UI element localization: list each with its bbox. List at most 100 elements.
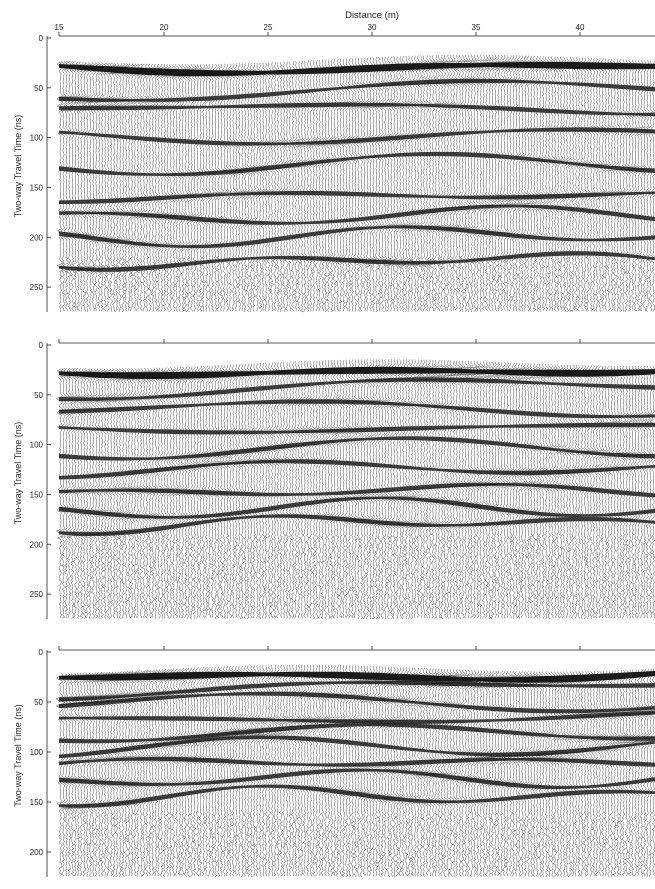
trace bbox=[627, 669, 639, 877]
trace bbox=[533, 363, 545, 619]
trace bbox=[73, 672, 85, 876]
trace bbox=[134, 670, 148, 877]
trace bbox=[485, 54, 498, 312]
trace bbox=[457, 54, 470, 313]
trace bbox=[478, 54, 490, 311]
trace bbox=[75, 672, 87, 876]
trace bbox=[239, 665, 251, 877]
trace bbox=[271, 362, 280, 619]
y-tick-label: 100 bbox=[30, 748, 44, 757]
reflector-band bbox=[59, 127, 655, 146]
trace bbox=[214, 63, 224, 312]
trace bbox=[484, 670, 499, 876]
trace bbox=[206, 666, 219, 877]
trace bbox=[530, 363, 542, 619]
trace bbox=[543, 671, 554, 877]
y-tick-label: 50 bbox=[34, 84, 43, 93]
trace bbox=[90, 672, 103, 877]
trace bbox=[463, 54, 476, 313]
trace bbox=[351, 58, 362, 312]
trace bbox=[267, 362, 277, 619]
reflector-band bbox=[59, 61, 655, 77]
trace bbox=[254, 363, 265, 620]
radargram-panel-2: 0 50 100 150 200 250 Two-way Travel Time (ns) bbox=[13, 339, 655, 620]
trace bbox=[575, 365, 584, 619]
trace bbox=[577, 365, 587, 619]
trace bbox=[507, 362, 520, 619]
trace bbox=[416, 55, 426, 312]
trace bbox=[359, 359, 369, 620]
trace bbox=[101, 671, 114, 877]
y-tick-label: 200 bbox=[30, 848, 44, 857]
trace bbox=[407, 55, 417, 312]
trace bbox=[528, 363, 540, 619]
trace bbox=[648, 60, 655, 312]
trace bbox=[569, 671, 578, 877]
trace bbox=[368, 57, 378, 313]
reflector-band bbox=[59, 399, 655, 419]
trace bbox=[431, 360, 444, 619]
trace bbox=[299, 664, 309, 877]
trace bbox=[460, 669, 477, 877]
y-tick-label: 50 bbox=[34, 698, 43, 707]
radargram-traces bbox=[56, 54, 655, 313]
trace bbox=[524, 671, 538, 877]
trace bbox=[100, 672, 111, 877]
trace bbox=[597, 58, 607, 311]
trace bbox=[607, 670, 618, 877]
trace bbox=[534, 56, 545, 313]
trace bbox=[622, 669, 633, 877]
trace bbox=[207, 63, 218, 312]
y-tick-label: 150 bbox=[30, 798, 44, 807]
trace bbox=[304, 360, 313, 618]
y-tick-label: 0 bbox=[39, 34, 44, 43]
trace bbox=[594, 58, 604, 313]
x-tick-label: 40 bbox=[576, 23, 585, 32]
trace bbox=[403, 55, 415, 312]
trace bbox=[188, 667, 201, 877]
trace bbox=[504, 55, 517, 312]
trace bbox=[499, 362, 512, 619]
trace bbox=[78, 672, 90, 878]
trace bbox=[356, 359, 366, 620]
trace bbox=[562, 57, 572, 312]
trace bbox=[165, 668, 178, 877]
trace bbox=[373, 57, 384, 312]
trace bbox=[550, 56, 560, 312]
y-tick-label: 0 bbox=[39, 341, 44, 350]
reflector-band bbox=[59, 710, 655, 725]
trace bbox=[333, 59, 343, 312]
trace bbox=[81, 672, 93, 877]
trace bbox=[512, 55, 526, 312]
trace bbox=[613, 670, 623, 877]
trace bbox=[191, 64, 204, 312]
trace bbox=[503, 671, 517, 877]
trace bbox=[494, 362, 508, 619]
trace bbox=[642, 60, 654, 312]
y-tick-label: 50 bbox=[34, 391, 43, 400]
trace bbox=[540, 364, 552, 619]
trace bbox=[298, 361, 307, 619]
trace bbox=[439, 55, 451, 312]
trace bbox=[521, 363, 533, 619]
trace bbox=[249, 363, 259, 619]
trace bbox=[55, 673, 66, 877]
trace bbox=[119, 368, 132, 619]
trace bbox=[574, 57, 584, 312]
trace bbox=[465, 54, 479, 313]
trace bbox=[128, 670, 141, 876]
trace bbox=[516, 671, 529, 877]
trace bbox=[586, 671, 596, 877]
trace bbox=[147, 367, 161, 618]
trace bbox=[277, 361, 286, 619]
x-tick-label: 20 bbox=[160, 23, 169, 32]
trace bbox=[149, 367, 164, 620]
trace bbox=[550, 671, 560, 877]
trace bbox=[267, 664, 277, 877]
trace bbox=[175, 64, 188, 312]
trace bbox=[531, 671, 543, 877]
trace bbox=[562, 671, 572, 877]
reflector-band bbox=[59, 784, 655, 808]
trace bbox=[429, 359, 441, 619]
trace bbox=[437, 55, 448, 312]
